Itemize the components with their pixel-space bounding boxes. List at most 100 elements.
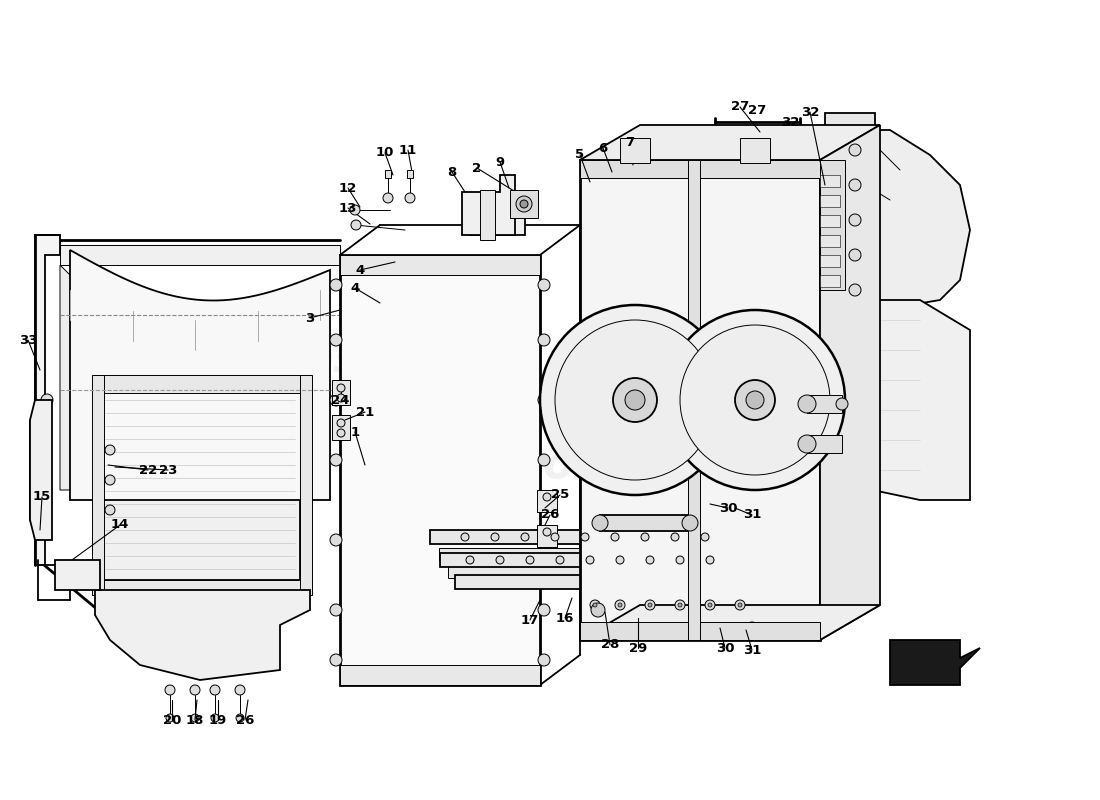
Polygon shape [890,640,980,685]
Text: 19: 19 [209,714,227,726]
Polygon shape [95,590,310,680]
Circle shape [351,220,361,230]
Bar [820,275,840,287]
Circle shape [646,556,654,564]
Circle shape [350,205,360,215]
Circle shape [540,305,730,495]
Text: 11: 11 [399,143,417,157]
Circle shape [590,600,600,610]
Bar [340,665,540,685]
Text: 32: 32 [801,106,820,118]
Circle shape [708,603,712,607]
Bar [583,236,600,254]
Circle shape [330,394,342,406]
Text: 31: 31 [742,643,761,657]
Circle shape [337,384,345,392]
Circle shape [849,214,861,226]
Circle shape [104,505,116,515]
Bar [820,175,840,187]
Circle shape [337,419,345,427]
Bar [95,375,305,393]
Circle shape [330,334,342,346]
Circle shape [556,556,564,564]
Circle shape [849,249,861,261]
Bar [100,390,300,580]
Text: 9: 9 [495,155,505,169]
Circle shape [746,391,764,409]
Circle shape [337,429,345,437]
Circle shape [675,600,685,610]
Text: 12: 12 [339,182,358,194]
Polygon shape [825,300,970,500]
Text: 17: 17 [521,614,539,626]
Circle shape [516,196,532,212]
Bar [583,258,600,276]
Text: 31: 31 [742,509,761,522]
Circle shape [496,556,504,564]
Polygon shape [60,245,340,265]
Bar [340,255,540,685]
Bar [385,170,390,178]
Circle shape [191,714,199,722]
Circle shape [538,279,550,291]
Circle shape [330,604,342,616]
Text: 30: 30 [718,502,737,514]
Bar [583,390,600,408]
Circle shape [466,556,474,564]
Circle shape [592,515,608,531]
Bar [820,215,840,227]
Text: 30: 30 [716,642,735,654]
Circle shape [671,533,679,541]
Bar [332,415,350,440]
Bar [688,160,700,640]
Circle shape [543,493,551,501]
Bar [740,138,770,163]
Bar [583,192,600,210]
Text: 4: 4 [351,282,360,294]
Bar [583,478,600,496]
Circle shape [610,533,619,541]
Bar [580,622,820,640]
Circle shape [543,528,551,536]
Text: 18: 18 [186,714,205,726]
Bar [470,195,525,235]
Circle shape [337,394,345,402]
Text: 26: 26 [235,714,254,726]
Circle shape [701,533,710,541]
Circle shape [461,533,469,541]
Bar [583,434,600,452]
Bar [807,395,842,413]
Circle shape [235,685,245,695]
Polygon shape [70,250,330,500]
Circle shape [849,144,861,156]
Text: eurospares: eurospares [458,436,742,504]
Circle shape [615,600,625,610]
Circle shape [616,556,624,564]
Bar [583,302,600,320]
Circle shape [538,394,550,406]
Text: 14: 14 [111,518,129,531]
Text: eurospares: eurospares [78,316,362,384]
Bar [820,255,840,267]
Polygon shape [462,175,515,235]
Text: 1: 1 [351,426,360,438]
Text: 5: 5 [575,149,584,162]
Circle shape [625,390,645,410]
Circle shape [538,334,550,346]
Circle shape [330,534,342,546]
Circle shape [104,475,116,485]
Bar [537,525,557,547]
Bar [583,346,600,364]
Bar [583,588,600,606]
Bar [583,412,600,430]
Bar [332,380,350,405]
Circle shape [738,603,742,607]
Text: 25: 25 [551,489,569,502]
Circle shape [330,654,342,666]
Circle shape [104,445,116,455]
Text: 28: 28 [601,638,619,651]
Bar [583,280,600,298]
Circle shape [405,193,415,203]
Circle shape [849,284,861,296]
Circle shape [680,325,830,475]
